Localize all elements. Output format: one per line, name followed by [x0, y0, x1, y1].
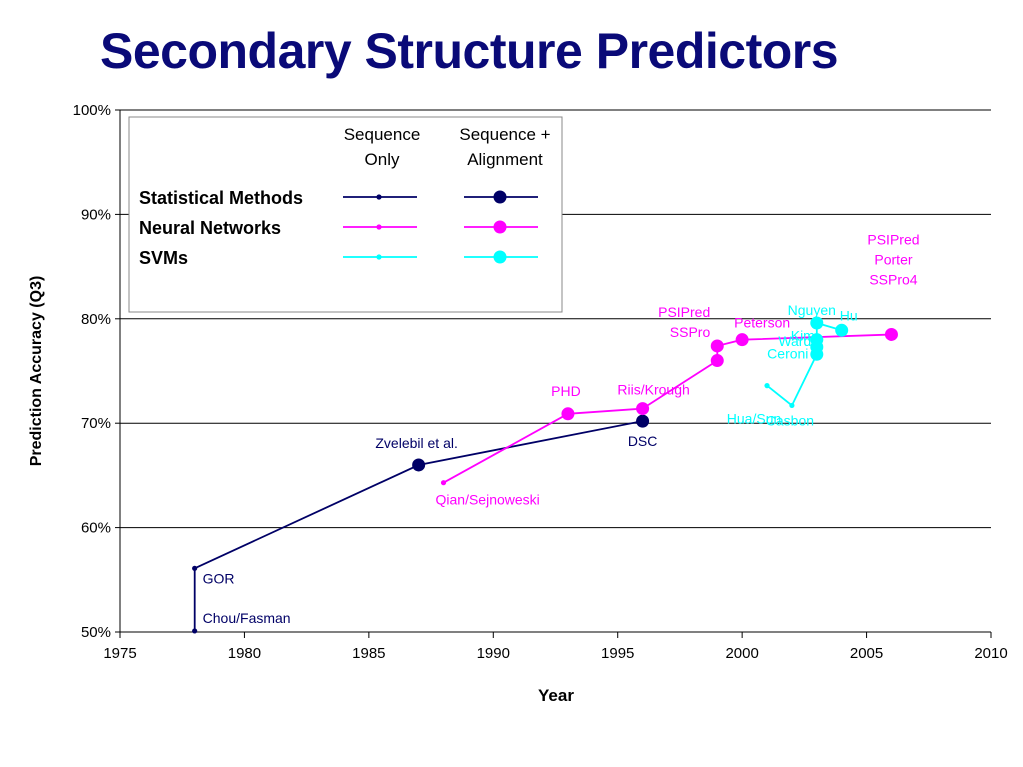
point-label: PHD	[551, 383, 581, 399]
data-point	[810, 333, 824, 347]
y-tick-label: 90%	[81, 206, 111, 223]
point-label: Zvelebil et al.	[375, 435, 457, 451]
series-markers	[192, 316, 898, 634]
point-label: Nguyen	[788, 302, 836, 318]
data-point	[789, 402, 795, 409]
x-tick-label: 1980	[228, 645, 261, 662]
point-label: PSIPred Porter SSPro4	[867, 231, 919, 287]
legend-swatch-marker	[376, 254, 382, 260]
y-tick-label: 100%	[73, 102, 111, 119]
data-point	[835, 323, 849, 337]
point-label: Chou/Fasman	[203, 610, 291, 626]
legend-swatch-marker	[493, 190, 507, 204]
data-point	[636, 402, 650, 416]
data-point	[735, 333, 749, 347]
legend-swatch-marker	[493, 250, 507, 264]
axes	[115, 109, 992, 638]
point-label: Riis/Krough	[617, 382, 689, 398]
data-point	[710, 339, 724, 353]
x-tick-label: 2010	[974, 645, 1007, 662]
data-point	[412, 458, 426, 472]
legend: Sequence Only Sequence + Alignment Statistic…	[128, 116, 563, 313]
data-point	[636, 414, 650, 428]
point-label: Qian/Sejnoweski	[436, 492, 540, 508]
data-point	[561, 407, 575, 421]
point-label: Casbon	[766, 412, 814, 428]
data-point	[192, 628, 198, 634]
point-label: Ceroni	[767, 345, 808, 361]
x-tick-label: 2005	[850, 645, 883, 662]
series-lines	[193, 321, 892, 631]
point-label: Hu	[840, 307, 858, 323]
legend-box	[128, 116, 563, 313]
series-line-neural	[443, 333, 892, 484]
point-labels: Chou/Fasman GOR Zvelebil et al. DSC Qian/Sej…	[203, 231, 920, 625]
tick-labels: 50% 60% 70% 80% 90% 100% 1975 1980 1985 1990 1995 2…	[73, 102, 1008, 662]
y-tick-label: 70%	[81, 415, 111, 432]
legend-row-label: SVMs	[139, 248, 188, 268]
legend-row-label: Statistical Methods	[139, 188, 303, 208]
point-label: GOR	[203, 570, 235, 586]
y-tick-label: 60%	[81, 520, 111, 537]
x-tick-label: 1975	[103, 645, 136, 662]
point-label: DSC	[628, 433, 658, 449]
legend-column-header: Sequence + Alignment	[459, 125, 550, 169]
legend-swatch-marker	[493, 220, 507, 234]
legend-row-label: Neural Networks	[139, 218, 281, 238]
x-tick-label: 2000	[725, 645, 758, 662]
data-point	[192, 565, 198, 571]
data-point	[764, 383, 770, 389]
y-tick-label: 50%	[81, 624, 111, 641]
data-point	[440, 480, 447, 486]
data-point	[710, 354, 724, 368]
point-label: Ward	[778, 333, 811, 349]
data-point	[810, 316, 824, 330]
point-label: Peterson	[734, 315, 790, 331]
legend-swatch-marker	[376, 224, 382, 230]
series-line-statistical	[193, 420, 643, 631]
point-label: Kim	[791, 328, 815, 344]
x-axis-label: Year	[538, 686, 574, 705]
point-label: Hua/Sun	[727, 411, 781, 427]
x-tick-label: 1990	[477, 645, 510, 662]
y-axis-label: Prediction Accuracy (Q3)	[28, 276, 45, 467]
x-tick-label: 1995	[601, 645, 634, 662]
legend-swatch-marker	[376, 194, 382, 200]
legend-column-header: Sequence Only	[344, 125, 421, 169]
slide-title: Secondary Structure Predictors	[100, 23, 839, 79]
y-tick-label: 80%	[81, 311, 111, 328]
point-label: PSIPred SSPro	[658, 304, 710, 340]
x-tick-label: 1985	[352, 645, 385, 662]
data-point	[884, 327, 898, 341]
